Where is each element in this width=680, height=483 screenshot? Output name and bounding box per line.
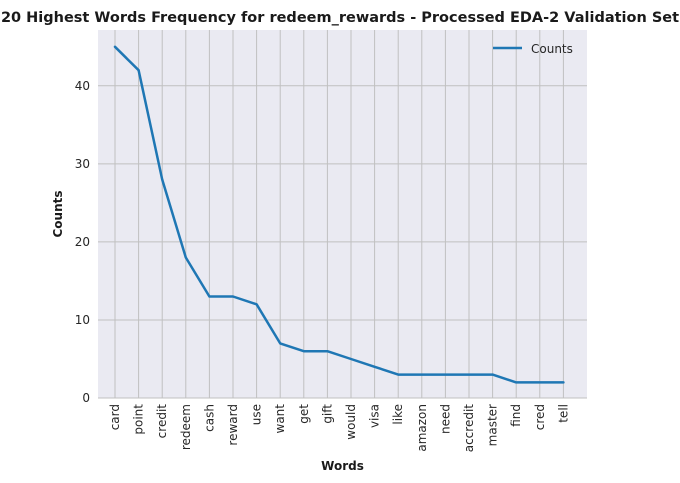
y-axis-label: Counts xyxy=(51,190,65,237)
x-tick-label: use xyxy=(250,404,264,425)
plot-area xyxy=(98,30,587,398)
y-tick-label: 40 xyxy=(75,79,90,93)
x-tick-label: credit xyxy=(155,404,169,439)
x-axis-ticks: card point credit redeem cash reward use want ge… xyxy=(108,404,570,453)
x-tick-label: need xyxy=(438,404,452,434)
x-tick-label: redeem xyxy=(179,404,193,450)
x-tick-label: reward xyxy=(226,404,240,446)
y-tick-label: 10 xyxy=(75,313,90,327)
grid-lines xyxy=(98,30,587,399)
x-tick-label: cred xyxy=(533,404,547,430)
x-tick-label: gift xyxy=(320,404,334,424)
x-tick-label: master xyxy=(486,404,500,446)
y-axis-ticks: 0 10 20 30 40 xyxy=(75,79,90,405)
x-tick-label: get xyxy=(297,404,311,424)
y-tick-label: 0 xyxy=(82,391,90,405)
x-tick-label: like xyxy=(391,404,405,425)
x-tick-label: amazon xyxy=(415,404,429,452)
chart-title: 20 Highest Words Frequency for redeem_re… xyxy=(1,10,679,26)
y-tick-label: 20 xyxy=(75,235,90,249)
y-tick-label: 30 xyxy=(75,157,90,171)
x-tick-label: card xyxy=(108,404,122,430)
x-axis-label: Words xyxy=(321,459,364,473)
x-tick-label: find xyxy=(509,404,523,427)
series-line-counts xyxy=(113,45,565,384)
x-tick-label: visa xyxy=(368,404,382,428)
x-tick-label: tell xyxy=(556,404,570,423)
legend: Counts xyxy=(493,42,573,56)
series-layer xyxy=(113,45,565,384)
x-tick-label: point xyxy=(132,404,146,435)
x-tick-label: cash xyxy=(202,404,216,432)
x-tick-label: would xyxy=(344,404,358,440)
x-tick-label: want xyxy=(273,404,287,434)
x-tick-label: accredit xyxy=(462,404,476,453)
legend-label-counts: Counts xyxy=(531,42,573,56)
